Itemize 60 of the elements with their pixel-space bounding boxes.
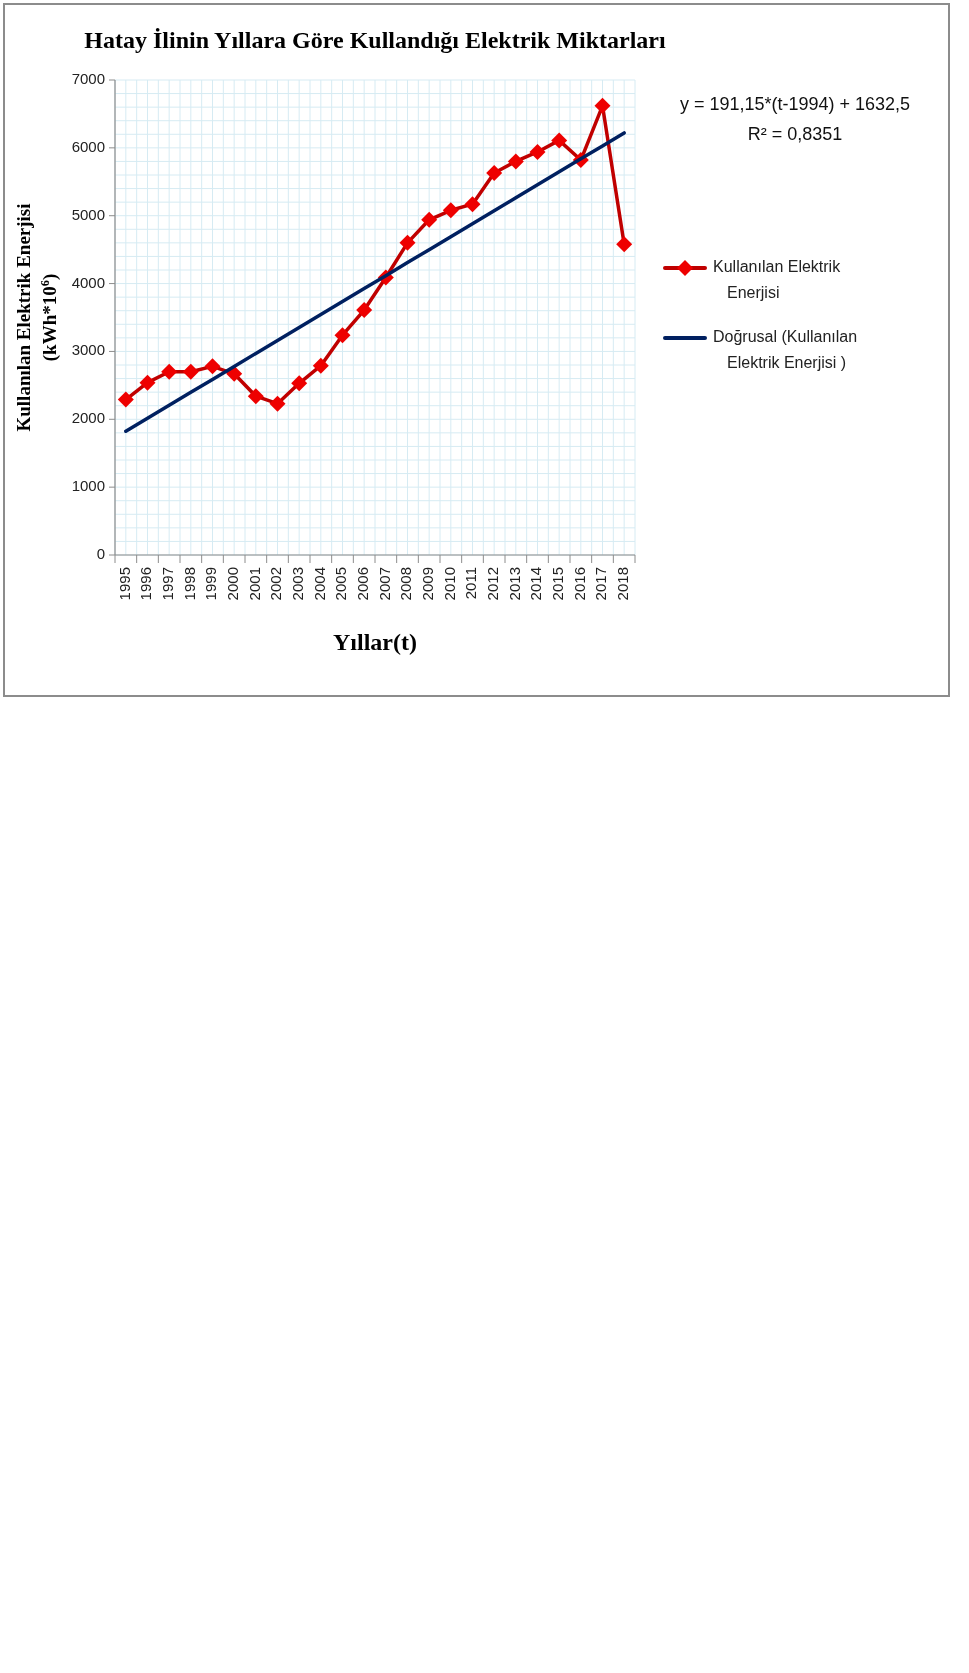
legend-label: Doğrusal (Kullanılan Elektrik Enerjisi ) <box>713 328 858 372</box>
x-tick-label: 2011 <box>462 567 480 600</box>
point <box>312 357 329 374</box>
x-tick-label: 2003 <box>289 567 307 601</box>
y-tick-label: 2000 <box>71 409 105 427</box>
x-tick-label: 2005 <box>332 567 350 601</box>
x-tick-label: 2007 <box>375 567 393 601</box>
point <box>529 143 546 160</box>
legend-label: Kullanılan Elektrik Enerjisi <box>713 258 842 302</box>
x-tick-label: 2008 <box>397 567 415 601</box>
y-tick-label: 6000 <box>71 137 105 155</box>
x-tick-label: 2002 <box>267 567 285 601</box>
point <box>356 302 373 319</box>
point <box>507 153 524 170</box>
point <box>486 164 503 181</box>
y-tick-label: 3000 <box>71 341 105 359</box>
x-tick-label: 2012 <box>484 567 502 601</box>
y-tick-label: 1000 <box>71 477 105 495</box>
point <box>139 374 156 391</box>
chart-title: Hatay İlinin Yıllara Göre Kullandığı Elektrik Miktarları <box>84 27 667 53</box>
x-tick-label: 2018 <box>614 567 632 601</box>
x-tick-label: 2013 <box>505 567 523 601</box>
text: R² = 0,8351 <box>747 124 843 144</box>
x-tick-label: 2015 <box>549 567 567 601</box>
x-tick-label: 1999 <box>202 567 220 601</box>
y-tick-label: 7000 <box>71 69 105 87</box>
point <box>551 132 568 149</box>
y-tick-label: 5000 <box>71 205 105 223</box>
point <box>334 327 351 344</box>
x-tick-label: 2009 <box>419 567 437 601</box>
point <box>117 391 134 408</box>
point <box>182 363 199 380</box>
line-series <box>124 131 626 433</box>
point <box>616 236 633 253</box>
text: y = 191,15*(t-1994) + 1632,5 <box>679 94 911 114</box>
point <box>464 196 481 213</box>
point <box>421 211 438 228</box>
point <box>442 202 459 219</box>
x-tick-label: 2004 <box>310 567 328 601</box>
point <box>594 97 611 114</box>
y-tick-label: 0 <box>96 544 105 562</box>
point <box>291 375 308 392</box>
point <box>269 395 286 412</box>
point <box>161 363 178 380</box>
x-tick-label: 2006 <box>354 567 372 601</box>
x-tick-label: 1995 <box>115 567 133 601</box>
point <box>247 388 264 405</box>
x-tick-label: 1998 <box>180 567 198 601</box>
x-tick-label: 2016 <box>570 567 588 601</box>
point <box>204 358 221 375</box>
x-tick-label: 2010 <box>440 567 458 601</box>
x-tick-label: 1996 <box>137 567 155 601</box>
x-tick-label: 2000 <box>224 567 242 601</box>
point <box>399 234 416 251</box>
y-tick-label: 4000 <box>71 273 105 291</box>
x-tick-label: 2014 <box>527 567 545 601</box>
x-tick-label: 1997 <box>159 567 177 601</box>
x-tick-label: 2017 <box>592 567 610 601</box>
x-tick-label: 2001 <box>245 567 263 601</box>
x-axis-title: Yıllar(t) <box>333 629 417 655</box>
